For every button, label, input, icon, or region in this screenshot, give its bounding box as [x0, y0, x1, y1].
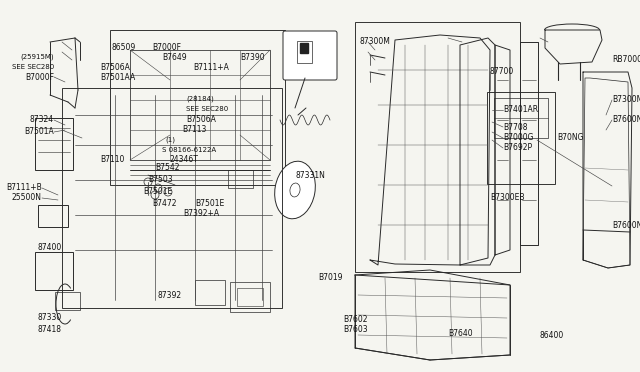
Text: 25500N: 25500N — [12, 192, 42, 202]
Bar — [62, 88, 282, 308]
Text: (25915M): (25915M) — [20, 54, 54, 60]
Text: B7640: B7640 — [448, 330, 472, 339]
Text: 86400: 86400 — [540, 331, 564, 340]
Text: B7501A: B7501A — [24, 128, 54, 137]
Text: B7506A: B7506A — [100, 64, 130, 73]
Text: 87331N: 87331N — [295, 170, 325, 180]
Text: B7300M: B7300M — [612, 96, 640, 105]
Bar — [55, 292, 80, 310]
Text: 87330: 87330 — [38, 314, 62, 323]
Bar — [237, 288, 263, 306]
Text: B7110: B7110 — [100, 155, 124, 164]
Text: B7111+A: B7111+A — [193, 64, 229, 73]
Text: (28184): (28184) — [186, 96, 214, 102]
Bar — [228, 170, 253, 188]
Text: B7600N: B7600N — [612, 221, 640, 231]
Text: B7019: B7019 — [318, 273, 342, 282]
Bar — [38, 205, 68, 227]
Text: B7472: B7472 — [152, 199, 177, 208]
Text: B7000G: B7000G — [503, 134, 534, 142]
Bar — [195, 280, 225, 305]
Text: 87324: 87324 — [30, 115, 54, 125]
Text: 24346T: 24346T — [170, 155, 199, 164]
Text: 87300M: 87300M — [360, 38, 391, 46]
Bar — [355, 22, 520, 272]
Bar — [35, 118, 73, 170]
Bar — [300, 43, 308, 53]
Text: B70NG: B70NG — [557, 132, 584, 141]
Text: B7300EB: B7300EB — [490, 193, 525, 202]
FancyBboxPatch shape — [283, 31, 337, 80]
Text: B7542: B7542 — [155, 164, 179, 173]
Text: B7603: B7603 — [344, 326, 368, 334]
Text: SEE SEC280: SEE SEC280 — [186, 106, 228, 112]
Text: SEE SEC280: SEE SEC280 — [12, 64, 54, 70]
Text: (1): (1) — [165, 137, 175, 143]
Text: B7501AA: B7501AA — [100, 74, 135, 83]
Bar — [494, 98, 548, 138]
Text: B7501E: B7501E — [143, 187, 172, 196]
Bar — [110, 30, 285, 185]
Text: 87418: 87418 — [38, 326, 62, 334]
Text: B7000F: B7000F — [152, 42, 181, 51]
Text: B7602: B7602 — [344, 314, 368, 324]
Text: S 08166-6122A: S 08166-6122A — [162, 147, 216, 153]
Text: B7501E: B7501E — [195, 199, 224, 208]
Text: B7401AR: B7401AR — [503, 106, 538, 115]
Bar — [487, 92, 555, 184]
Text: B7390: B7390 — [240, 54, 264, 62]
Text: B7506A: B7506A — [186, 115, 216, 124]
Ellipse shape — [275, 161, 316, 219]
Text: 86509: 86509 — [112, 42, 136, 51]
Bar — [297, 41, 312, 63]
Text: B7600N: B7600N — [612, 115, 640, 125]
Ellipse shape — [290, 183, 300, 197]
Bar — [230, 282, 270, 312]
Text: B7649: B7649 — [162, 52, 187, 61]
Text: RB700085: RB700085 — [612, 55, 640, 64]
Text: B7392+A: B7392+A — [183, 209, 219, 218]
Text: B7111+B: B7111+B — [6, 183, 42, 192]
Text: 87392: 87392 — [158, 291, 182, 299]
Text: B7503: B7503 — [148, 174, 173, 183]
Text: 87700: 87700 — [490, 67, 515, 77]
Text: B7113: B7113 — [182, 125, 206, 135]
Text: B7000F: B7000F — [25, 73, 54, 81]
Bar — [35, 252, 73, 290]
Text: B7692P: B7692P — [503, 144, 532, 153]
Text: 87400: 87400 — [38, 244, 62, 253]
Text: B7708: B7708 — [503, 122, 527, 131]
